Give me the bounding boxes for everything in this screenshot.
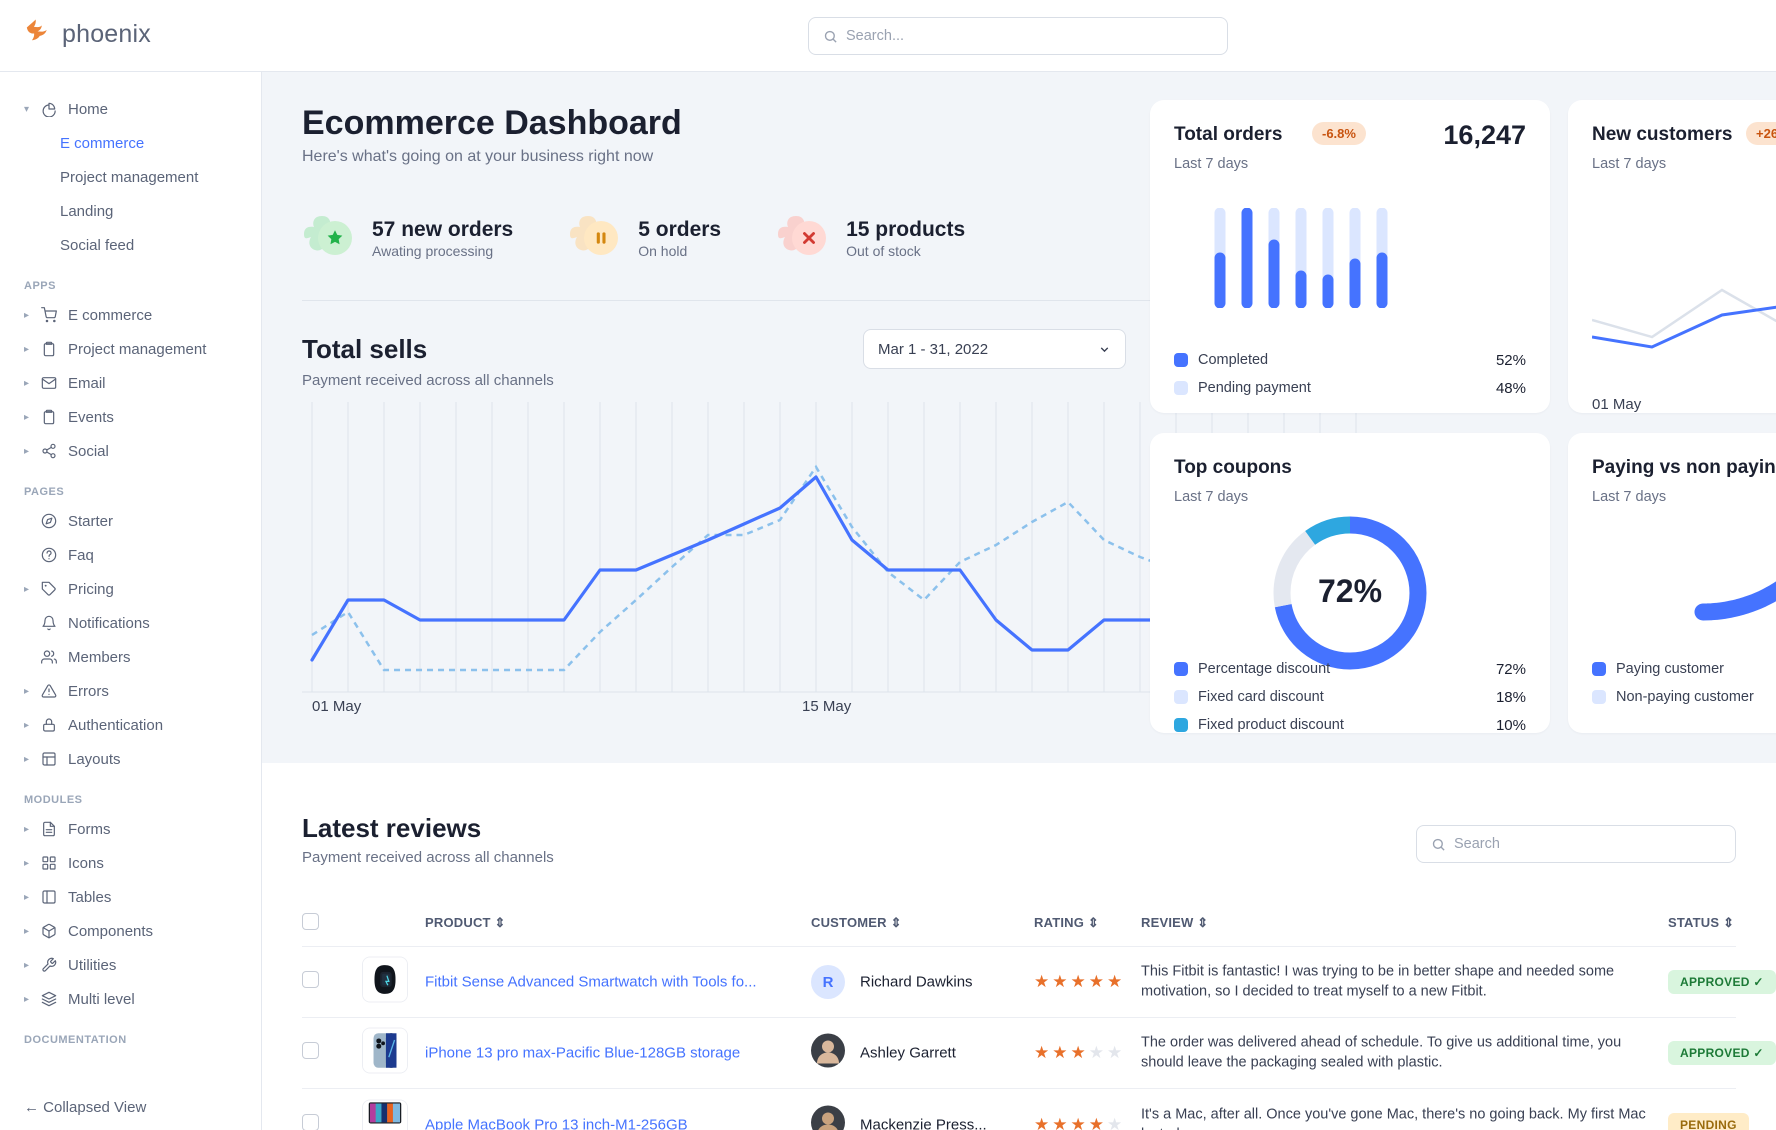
svg-text:72%: 72% bbox=[1318, 573, 1382, 609]
